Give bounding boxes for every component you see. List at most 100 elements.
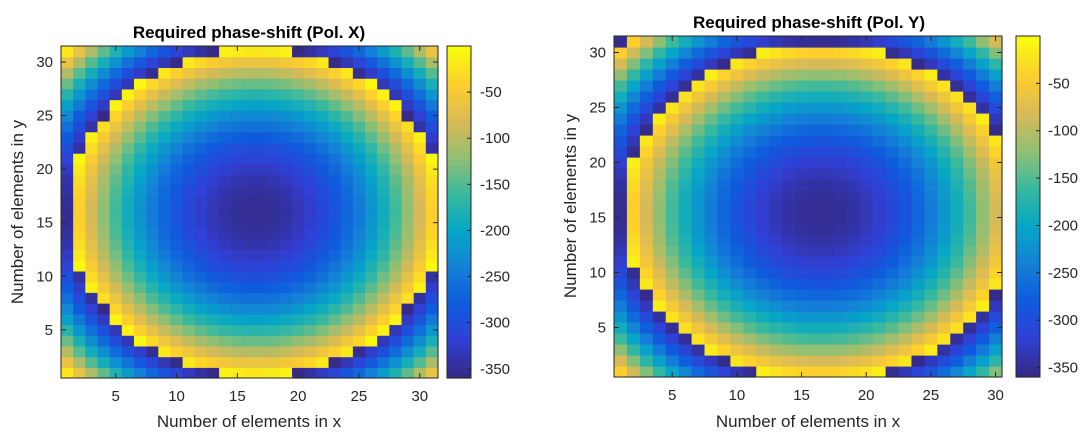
heatmap-cell xyxy=(328,303,342,315)
heatmap-cell xyxy=(678,124,693,136)
heatmap-cell xyxy=(717,278,731,290)
heatmap-cell xyxy=(304,217,317,229)
heatmap-cell xyxy=(859,311,874,323)
heatmap-cell xyxy=(808,168,822,180)
colorbar-step xyxy=(447,87,471,94)
colorbar-step xyxy=(447,165,471,172)
heatmap-cell xyxy=(652,58,667,70)
heatmap-cell xyxy=(279,153,293,165)
heatmap-cell xyxy=(924,245,938,257)
heatmap-cell xyxy=(73,110,86,122)
heatmap-cell xyxy=(206,131,220,143)
heatmap-cell xyxy=(678,311,693,323)
heatmap-cell xyxy=(911,245,925,257)
heatmap-cell xyxy=(425,120,439,133)
heatmap-cell xyxy=(255,270,269,283)
heatmap-cell xyxy=(756,311,770,323)
heatmap-cell xyxy=(885,245,900,257)
colorbar-step xyxy=(1016,185,1040,192)
heatmap-cell xyxy=(279,163,293,176)
heatmap-cell xyxy=(425,185,439,197)
heatmap-cell xyxy=(678,102,693,114)
heatmap-cell xyxy=(911,113,925,125)
heatmap-cell xyxy=(898,113,913,125)
heatmap-cell xyxy=(846,278,861,290)
heatmap-cell xyxy=(352,46,366,58)
heatmap-cell xyxy=(704,267,719,279)
heatmap-cell xyxy=(231,303,245,315)
heatmap-cell xyxy=(730,80,744,92)
heatmap-cell xyxy=(377,153,390,165)
heatmap-cell xyxy=(231,46,245,58)
heatmap-cell xyxy=(61,292,74,304)
heatmap-cell xyxy=(795,212,809,224)
heatmap-cell xyxy=(389,120,403,133)
heatmap-cell xyxy=(85,174,99,186)
colorbar-step xyxy=(447,263,471,270)
heatmap-cell xyxy=(937,267,951,279)
heatmap-cell xyxy=(170,78,184,90)
heatmap-cell xyxy=(243,260,257,272)
heatmap-cell xyxy=(924,124,938,136)
colorbar-step xyxy=(1016,302,1040,309)
heatmap-cell xyxy=(872,201,887,213)
heatmap-cell xyxy=(109,142,123,154)
colorbar-step xyxy=(1016,265,1040,272)
heatmap-cell xyxy=(182,163,196,176)
heatmap-cell xyxy=(109,195,123,208)
heatmap-cell xyxy=(769,47,783,59)
colorbar-step xyxy=(1016,46,1040,53)
heatmap-cell xyxy=(833,36,848,48)
x-tick-label: 30 xyxy=(987,387,1004,404)
heatmap-cell xyxy=(626,124,641,136)
heatmap-cell xyxy=(963,69,977,81)
heatmap-cell xyxy=(146,217,159,229)
heatmap-cell xyxy=(170,174,184,186)
heatmap-cell xyxy=(769,278,783,290)
heatmap-cell xyxy=(109,324,123,336)
heatmap-cell xyxy=(859,333,874,345)
heatmap-cell xyxy=(937,168,951,180)
heatmap-cell xyxy=(872,124,887,136)
heatmap-cell xyxy=(316,99,330,111)
heatmap-cell xyxy=(146,249,159,261)
heatmap-cell xyxy=(231,120,245,133)
heatmap-cell xyxy=(413,153,427,165)
heatmap-cell xyxy=(61,46,74,58)
heatmap-cell xyxy=(267,153,281,165)
heatmap-cell xyxy=(639,179,654,191)
heatmap-cell xyxy=(976,124,990,136)
heatmap-cell xyxy=(377,142,390,154)
heatmap-cell xyxy=(937,366,951,378)
heatmap-cell xyxy=(678,47,693,59)
heatmap-cell xyxy=(316,367,330,379)
heatmap-cell xyxy=(73,324,86,336)
heatmap-cell xyxy=(911,322,925,334)
heatmap-cell xyxy=(352,142,366,154)
heatmap-cell xyxy=(292,131,305,143)
heatmap-cell xyxy=(808,135,822,147)
heatmap-cell xyxy=(756,47,770,59)
heatmap-cell xyxy=(413,367,427,379)
heatmap-cell xyxy=(976,113,990,125)
heatmap-cell xyxy=(665,36,680,48)
heatmap-cell xyxy=(292,249,305,261)
colorbar-step xyxy=(1016,126,1040,133)
y-tick-label: 30 xyxy=(589,45,606,62)
heatmap-cell xyxy=(146,345,159,358)
heatmap-cell xyxy=(292,67,305,79)
heatmap-cell xyxy=(614,311,628,323)
heatmap-cell xyxy=(389,335,403,347)
heatmap-cell xyxy=(425,292,439,304)
heatmap-cell xyxy=(950,223,964,235)
heatmap-cell xyxy=(377,163,390,176)
heatmap-cell xyxy=(316,120,330,133)
heatmap-cell xyxy=(413,345,427,358)
heatmap-cell xyxy=(730,36,744,48)
heatmap-cell xyxy=(678,256,693,268)
heatmap-cell xyxy=(389,153,403,165)
heatmap-cell xyxy=(885,91,900,103)
heatmap-cell xyxy=(267,238,281,251)
heatmap-cell xyxy=(859,366,874,378)
heatmap-cell xyxy=(691,245,706,257)
